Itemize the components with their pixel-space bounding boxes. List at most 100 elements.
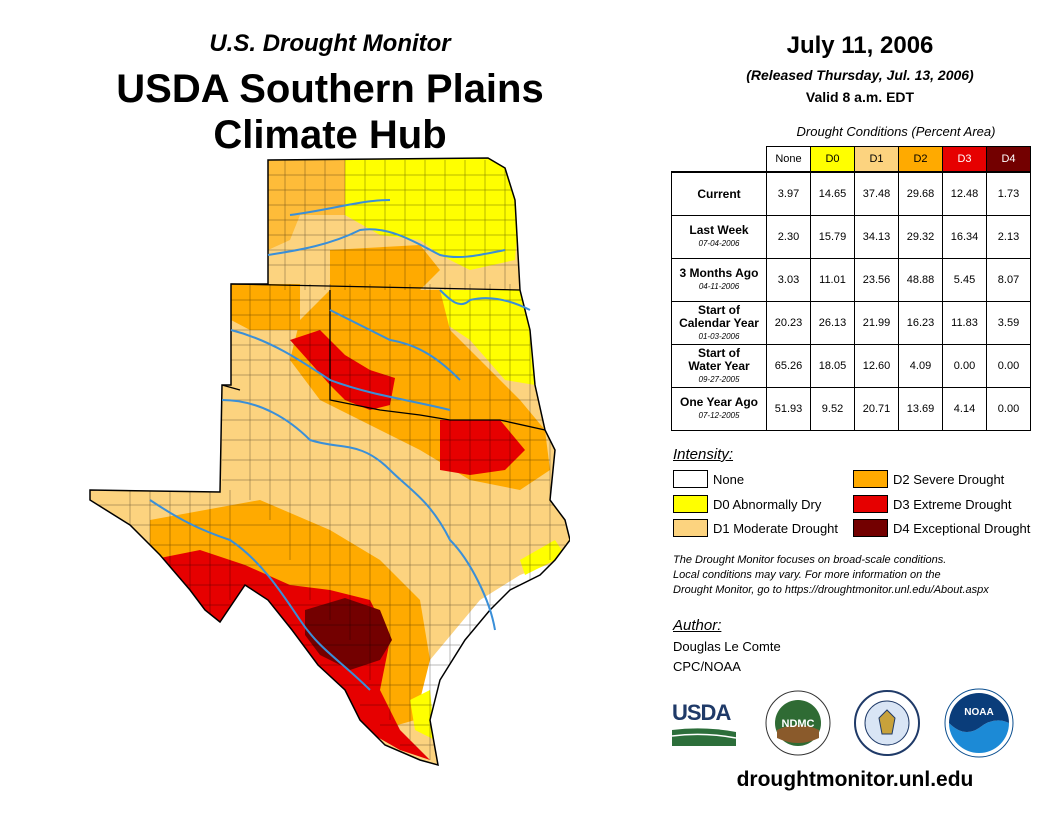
d2-area-panhandle: [231, 284, 300, 330]
map-title: USDA Southern Plains Climate Hub: [80, 66, 580, 158]
cell-d1: 23.56: [854, 258, 899, 302]
row-label: Start of Calendar Year 01-03-2006: [671, 301, 767, 345]
cell-none: 65.26: [766, 344, 811, 388]
cell-none: 51.93: [766, 387, 811, 431]
conditions-header-row: None D0 D1 D2 D3 D4: [672, 146, 1031, 173]
map-subtitle: U.S. Drought Monitor: [209, 30, 451, 57]
row-date: 07-04-2006: [698, 239, 740, 248]
d3-area-oklahoma-central: [290, 330, 395, 410]
row-date: 01-03-2006: [698, 331, 740, 341]
cell-none: 3.97: [766, 171, 811, 216]
row-date: 04-11-2006: [698, 282, 740, 291]
conditions-table: None D0 D1 D2 D3 D4 Current 3.97 14.65 3…: [671, 146, 1031, 431]
col-d4: D4: [986, 146, 1031, 173]
map-date: July 11, 2006: [786, 32, 934, 59]
row-label-line1: One Year Ago: [679, 395, 759, 409]
legend-label: D2 Severe Drought: [893, 471, 1005, 487]
cell-d4: 0.00: [986, 387, 1031, 431]
author-org: CPC/NOAA: [673, 659, 741, 674]
conditions-caption: Drought Conditions (Percent Area): [796, 124, 996, 139]
cell-d4: 8.07: [986, 258, 1031, 302]
row-label: Last Week 07-04-2006: [671, 215, 767, 259]
legend-swatch: [853, 495, 888, 513]
d3-area-texas: [150, 550, 430, 760]
d3-area-oklahoma-east: [440, 420, 525, 475]
cell-d2: 29.68: [898, 171, 943, 216]
legend-d3: D3 Extreme Drought: [853, 495, 1012, 513]
doc-seal-logo: [854, 690, 920, 756]
cell-d2: 48.88: [898, 258, 943, 302]
map-title-line2: Climate Hub: [213, 113, 447, 157]
legend-swatch: [673, 495, 708, 513]
row-label-line1: 3 Months Ago: [679, 266, 759, 280]
legend-label: D0 Abnormally Dry: [713, 496, 822, 512]
note-line3: Drought Monitor, go to https://droughtmo…: [673, 584, 989, 596]
region-outline: [89, 157, 570, 767]
cell-d3: 5.45: [942, 258, 987, 302]
ndmc-logo-text: NDMC: [782, 718, 815, 730]
d0-area-kansas: [345, 158, 520, 270]
cell-none: 2.30: [766, 215, 811, 259]
ndmc-logo: NDMC: [765, 690, 831, 756]
cell-d2: 13.69: [898, 387, 943, 431]
cell-d4: 3.59: [986, 301, 1031, 345]
col-none: None: [766, 146, 811, 173]
footer-url[interactable]: droughtmonitor.unl.edu: [736, 768, 974, 791]
cell-d3: 11.83: [942, 301, 987, 345]
disclaimer-note: The Drought Monitor focuses on broad-sca…: [673, 553, 1043, 598]
row-label: 3 Months Ago 04-11-2006: [671, 258, 767, 302]
row-label-line1: Last Week: [689, 223, 749, 237]
legend-label: None: [713, 471, 745, 487]
legend-d1: D1 Moderate Drought: [673, 519, 838, 537]
legend-d0: D0 Abnormally Dry: [673, 495, 821, 513]
cell-d3: 0.00: [942, 344, 987, 388]
release-date: (Released Thursday, Jul. 13, 2006): [746, 67, 974, 83]
usda-logo-text: USDA: [672, 700, 731, 725]
cell-d1: 21.99: [854, 301, 899, 345]
row-label-line2: Water Year: [688, 358, 750, 373]
row-start-calendar-year: Start of Calendar Year 01-03-2006 20.23 26…: [671, 301, 1031, 345]
row-label: Current: [671, 171, 767, 216]
note-line2: Local conditions may vary. For more info…: [673, 569, 941, 581]
drought-map: [89, 157, 570, 767]
legend-label: D1 Moderate Drought: [713, 520, 839, 536]
col-d1: D1: [854, 146, 899, 173]
row-label: Start of Water Year 09-27-2005: [671, 344, 767, 388]
header-blank: [672, 147, 767, 173]
cell-d0: 11.01: [810, 258, 855, 302]
noaa-logo: NOAA: [944, 688, 1014, 758]
county-grid: [90, 160, 565, 760]
cell-d2: 4.09: [898, 344, 943, 388]
row-date: 09-27-2005: [698, 374, 740, 384]
cell-d1: 12.60: [854, 344, 899, 388]
row-label-line1: Current: [697, 186, 741, 201]
noaa-logo-text: NOAA: [964, 707, 993, 718]
legend-swatch: [673, 519, 708, 537]
usda-logo: USDA: [671, 700, 737, 748]
row-label-line2: Calendar Year: [679, 315, 759, 330]
author-block: Douglas Le Comte CPC/NOAA: [673, 637, 781, 677]
cell-d0: 14.65: [810, 171, 855, 216]
row-3-months-ago: 3 Months Ago 04-11-2006 3.03 11.01 23.56 …: [671, 258, 1031, 302]
legend-label: D4 Exceptional Drought: [893, 520, 1031, 536]
usda-logo-mark: [671, 728, 737, 746]
cell-none: 3.03: [766, 258, 811, 302]
row-label-line1: Start of: [698, 345, 740, 360]
cell-d2: 29.32: [898, 215, 943, 259]
cell-d3: 4.14: [942, 387, 987, 431]
row-start-water-year: Start of Water Year 09-27-2005 65.26 18.05…: [671, 344, 1031, 388]
row-last-week: Last Week 07-04-2006 2.30 15.79 34.13 29.…: [671, 215, 1031, 259]
legend-d2: D2 Severe Drought: [853, 470, 1004, 488]
valid-time: Valid 8 a.m. EDT: [805, 89, 915, 105]
legend-swatch: [853, 470, 888, 488]
cell-d2: 16.23: [898, 301, 943, 345]
cell-d4: 2.13: [986, 215, 1031, 259]
legend-none: None: [673, 470, 744, 488]
d0-area-oklahoma: [440, 290, 535, 385]
legend-swatch: [673, 470, 708, 488]
cell-d0: 26.13: [810, 301, 855, 345]
row-date: 07-12-2005: [698, 411, 740, 420]
legend-swatch: [853, 519, 888, 537]
col-d2: D2: [898, 146, 943, 173]
cell-d4: 1.73: [986, 171, 1031, 216]
